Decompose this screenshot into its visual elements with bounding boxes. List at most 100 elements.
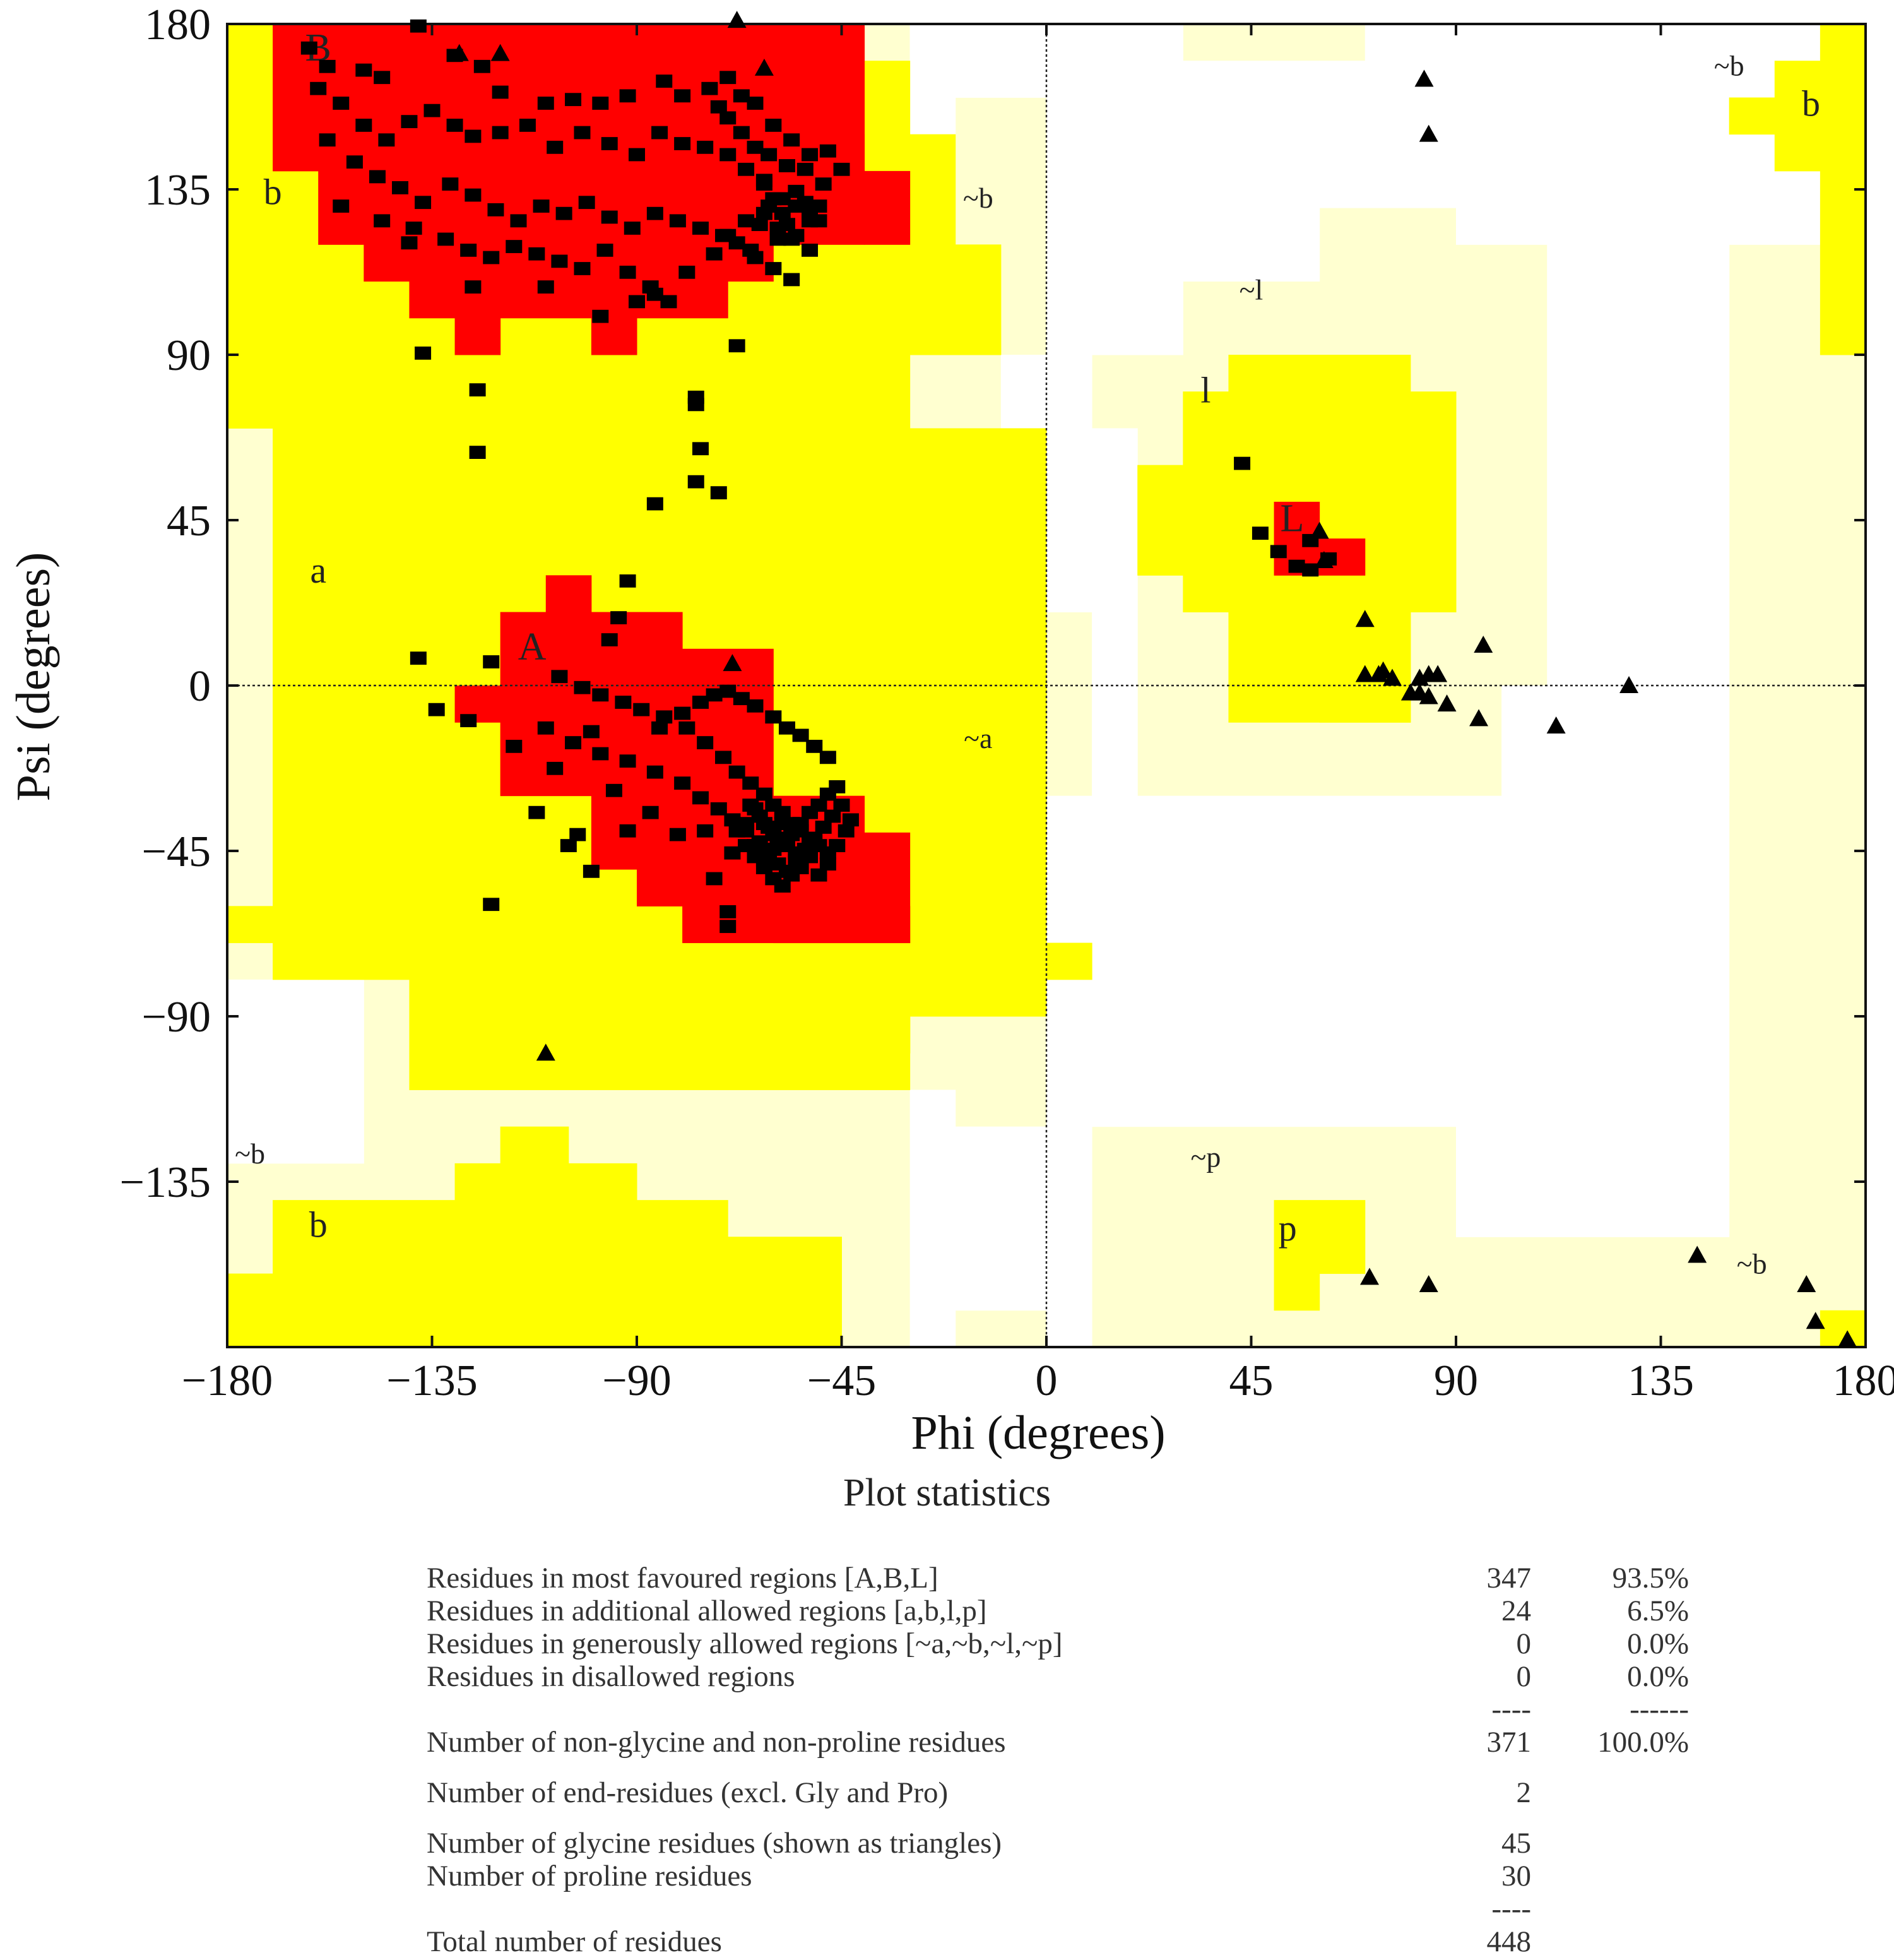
disallowed-region xyxy=(1046,980,1092,1348)
residue-square xyxy=(779,159,795,172)
allowed-region xyxy=(591,1200,728,1237)
stats-title: Plot statistics xyxy=(0,1471,1894,1516)
region-label: p xyxy=(1279,1208,1297,1249)
residue-square xyxy=(374,71,390,84)
disallowed-region xyxy=(227,980,364,1090)
residue-square xyxy=(346,155,363,169)
stats-count: ---- xyxy=(1405,1892,1531,1926)
residue-square xyxy=(670,828,686,841)
residue-square xyxy=(674,707,690,720)
residue-square xyxy=(538,722,554,735)
disallowed-region xyxy=(1183,61,1320,282)
residue-square xyxy=(410,651,427,665)
stats-row: Residues in most favoured regions [A,B,L… xyxy=(427,1561,1689,1596)
core-region xyxy=(865,171,911,245)
residue-square xyxy=(697,141,713,154)
residue-square xyxy=(820,145,836,158)
region-label: l xyxy=(1200,370,1210,411)
residue-square xyxy=(674,137,690,150)
disallowed-region xyxy=(1638,208,1729,245)
residue-square xyxy=(624,222,641,235)
stats-label: Residues in disallowed regions xyxy=(427,1660,795,1694)
residue-square xyxy=(547,141,563,154)
stats-row: Number of end-residues (excl. Gly and Pr… xyxy=(427,1776,1689,1811)
disallowed-region xyxy=(1365,24,1638,61)
allowed-region xyxy=(910,134,956,245)
disallowed-region xyxy=(1137,796,1183,980)
region-label: ~b xyxy=(963,182,993,214)
residue-square xyxy=(620,824,636,838)
disallowed-region xyxy=(1046,355,1092,612)
residue-square xyxy=(1234,457,1250,470)
region-label: b xyxy=(309,1204,328,1245)
region-label: ~b xyxy=(235,1137,265,1170)
residue-square xyxy=(470,383,486,396)
disallowed-region xyxy=(1046,24,1092,355)
allowed-region xyxy=(500,1127,569,1164)
residue-square xyxy=(692,442,709,455)
residue-square xyxy=(528,247,545,261)
disallowed-region xyxy=(910,1090,956,1127)
y-tick-label: −135 xyxy=(120,1158,211,1207)
residue-square xyxy=(678,266,695,279)
disallowed-region xyxy=(910,24,1047,98)
residue-square xyxy=(442,177,458,191)
core-region xyxy=(546,575,592,612)
residue-square xyxy=(487,203,504,217)
x-tick-label: 90 xyxy=(1434,1357,1478,1405)
stats-count: 347 xyxy=(1405,1561,1531,1595)
residue-square xyxy=(620,266,636,279)
region-label: ~b xyxy=(1714,50,1744,82)
residue-square xyxy=(843,813,859,826)
residue-square xyxy=(756,174,772,187)
residue-square xyxy=(692,791,709,804)
residue-square xyxy=(565,93,581,106)
stats-count: 30 xyxy=(1405,1859,1531,1893)
residue-square xyxy=(656,710,672,723)
allowed-region xyxy=(910,649,956,906)
residue-square xyxy=(620,754,636,768)
stats-row: ---------- xyxy=(427,1692,1689,1728)
residue-square xyxy=(615,696,631,709)
stats-label: Residues in additional allowed regions [… xyxy=(427,1594,987,1628)
residue-square xyxy=(647,207,663,220)
residue-square xyxy=(410,20,427,33)
disallowed-region xyxy=(956,1127,1047,1311)
stats-count: 24 xyxy=(1405,1594,1531,1628)
x-tick-label: 0 xyxy=(1036,1357,1058,1405)
residue-square xyxy=(802,244,818,257)
residue-square xyxy=(810,199,827,213)
residue-square xyxy=(761,199,777,213)
residue-square xyxy=(678,722,695,735)
residue-square xyxy=(551,254,567,268)
residue-square xyxy=(620,574,636,588)
residue-square xyxy=(574,681,590,694)
residue-square xyxy=(719,920,736,933)
stats-count: 45 xyxy=(1405,1826,1531,1860)
residue-square xyxy=(719,905,736,918)
residue-square xyxy=(401,236,417,249)
residue-square xyxy=(310,82,326,95)
residue-square xyxy=(797,163,814,176)
stats-count: ---- xyxy=(1405,1692,1531,1726)
residue-square xyxy=(651,126,668,140)
stats-label: Number of proline residues xyxy=(427,1859,752,1893)
residue-square xyxy=(834,163,850,176)
stats-row: Residues in generously allowed regions [… xyxy=(427,1627,1689,1662)
stats-percent: 93.5% xyxy=(1531,1561,1689,1595)
residue-square xyxy=(770,233,786,246)
residue-square xyxy=(674,89,690,102)
stats-label: Residues in generously allowed regions [… xyxy=(427,1627,1063,1661)
residue-square xyxy=(474,60,490,73)
y-tick-label: 180 xyxy=(145,1,211,49)
residue-square xyxy=(506,740,522,753)
disallowed-region xyxy=(1092,612,1138,759)
residue-square xyxy=(519,119,536,132)
residue-square xyxy=(742,244,759,257)
region-label: a xyxy=(310,550,326,591)
region-label: A xyxy=(518,626,547,668)
residue-square xyxy=(460,244,476,257)
residue-square xyxy=(528,806,545,819)
residue-square xyxy=(733,126,750,140)
